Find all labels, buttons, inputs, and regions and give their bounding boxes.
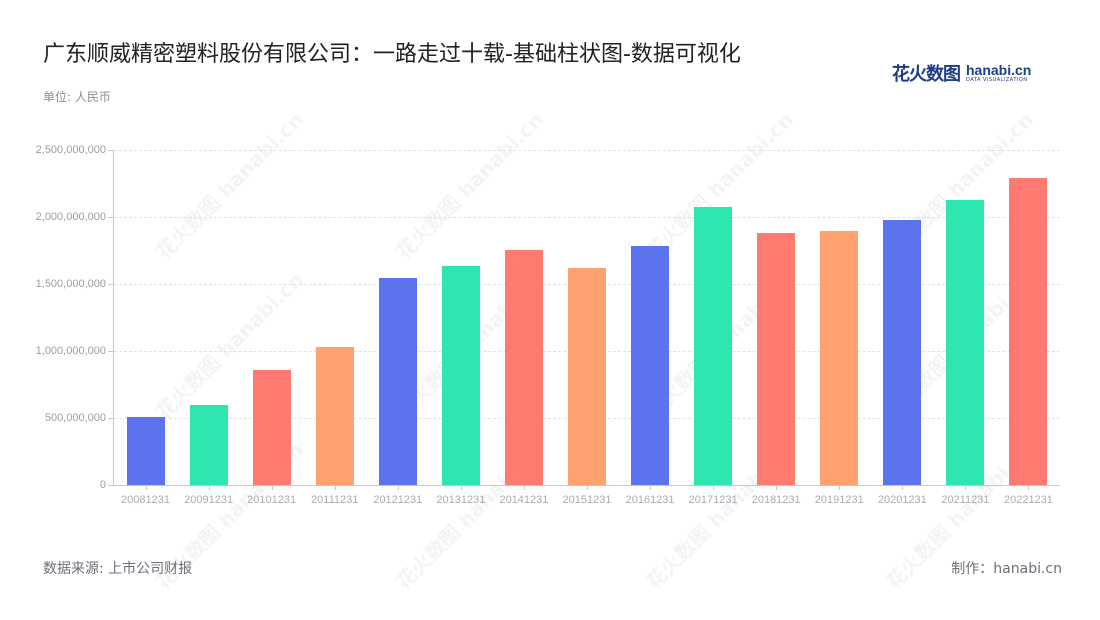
bar[interactable] xyxy=(378,277,417,485)
x-tick-mark xyxy=(965,485,967,490)
x-tick-label: 20211231 xyxy=(941,494,990,506)
y-axis xyxy=(113,150,114,485)
watermark: 花火数图 hanabi.cn xyxy=(389,104,549,264)
y-tick-mark xyxy=(108,418,113,419)
bar[interactable] xyxy=(126,417,165,485)
x-tick-label: 20221231 xyxy=(1003,494,1053,506)
x-tick-mark xyxy=(902,485,904,490)
x-axis xyxy=(113,485,1060,486)
y-tick-mark xyxy=(108,485,113,486)
bar[interactable] xyxy=(883,219,922,485)
data-source: 数据来源: 上市公司财报 xyxy=(43,561,193,577)
credit: 制作：hanabi.cn xyxy=(951,561,1062,577)
bar[interactable] xyxy=(631,245,670,485)
gridline xyxy=(114,217,1060,218)
x-tick-label: 20111231 xyxy=(311,494,359,506)
y-tick-label: 1,500,000,000 xyxy=(35,278,106,290)
x-tick-mark xyxy=(587,485,588,490)
x-tick-label: 20151231 xyxy=(562,494,612,506)
x-tick-mark xyxy=(208,485,210,490)
x-tick-mark xyxy=(460,485,462,490)
x-tick-label: 20121231 xyxy=(373,494,423,506)
y-tick-label: 500,000,000 xyxy=(44,412,106,424)
bar[interactable] xyxy=(504,249,543,485)
y-tick-label: 1,000,000,000 xyxy=(35,345,106,357)
y-tick-mark xyxy=(108,217,113,218)
x-tick-label: 20091231 xyxy=(184,494,234,506)
logo-cn: 花火数图 xyxy=(892,64,961,85)
x-tick-mark xyxy=(397,485,399,490)
x-tick-mark xyxy=(334,485,336,490)
x-tick-label: 20101231 xyxy=(247,494,297,506)
watermark: 花火数图 hanabi.cn xyxy=(149,104,309,264)
bar[interactable] xyxy=(946,199,985,485)
bar[interactable] xyxy=(315,346,354,485)
bar[interactable] xyxy=(820,230,859,485)
y-tick-mark xyxy=(108,284,113,285)
gridline xyxy=(114,150,1060,151)
logo: 花火数图 hanabi.cn DATA VISUALIZATION xyxy=(892,60,1031,86)
bar[interactable] xyxy=(252,370,291,485)
x-tick-mark xyxy=(650,485,652,490)
x-tick-label: 20081231 xyxy=(121,494,171,506)
x-tick-label: 20201231 xyxy=(877,494,927,506)
x-tick-label: 20131231 xyxy=(436,494,486,506)
x-tick-label: 20191231 xyxy=(814,494,864,506)
bar[interactable] xyxy=(189,405,228,485)
y-tick-label: 0 xyxy=(99,479,106,491)
bar[interactable] xyxy=(441,266,480,485)
y-tick-mark xyxy=(108,150,113,151)
x-tick-label: 20161231 xyxy=(625,494,675,506)
logo-en-block: hanabi.cn DATA VISUALIZATION xyxy=(966,63,1031,83)
logo-tagline: DATA VISUALIZATION xyxy=(966,77,1028,83)
y-tick-label: 2,000,000,000 xyxy=(35,211,106,223)
x-tick-label: 20141231 xyxy=(499,494,549,506)
x-tick-mark xyxy=(839,485,841,490)
bar[interactable] xyxy=(694,206,733,485)
x-tick-label: 20171231 xyxy=(688,494,738,506)
y-tick-mark xyxy=(108,351,113,352)
bar[interactable] xyxy=(757,232,796,485)
x-tick-mark xyxy=(523,485,525,490)
bar[interactable] xyxy=(1009,178,1048,485)
logo-en: hanabi.cn xyxy=(966,62,1032,78)
x-tick-mark xyxy=(271,485,273,490)
x-tick-mark xyxy=(145,485,147,490)
bar[interactable] xyxy=(568,268,606,485)
unit-label: 单位: 人民币 xyxy=(43,90,111,104)
x-tick-mark xyxy=(776,485,778,490)
title: 广东顺威精密塑料股份有限公司：一路走过十载-基础柱状图-数据可视化 xyxy=(43,42,741,67)
x-tick-label: 20181231 xyxy=(751,494,801,506)
y-tick-label: 2,500,000,000 xyxy=(35,144,106,156)
x-tick-mark xyxy=(1028,485,1030,490)
x-tick-mark xyxy=(713,485,715,490)
